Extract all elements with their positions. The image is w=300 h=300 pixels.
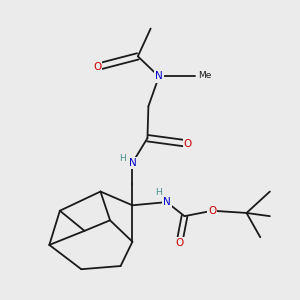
Text: Me: Me [199,71,212,80]
Text: O: O [93,62,101,72]
Text: N: N [155,71,163,82]
Text: H: H [155,188,162,197]
Text: O: O [175,238,184,248]
Text: H: H [119,154,126,164]
Text: N: N [128,158,136,168]
Text: O: O [184,139,192,148]
Text: O: O [208,206,216,216]
Text: N: N [163,197,170,207]
